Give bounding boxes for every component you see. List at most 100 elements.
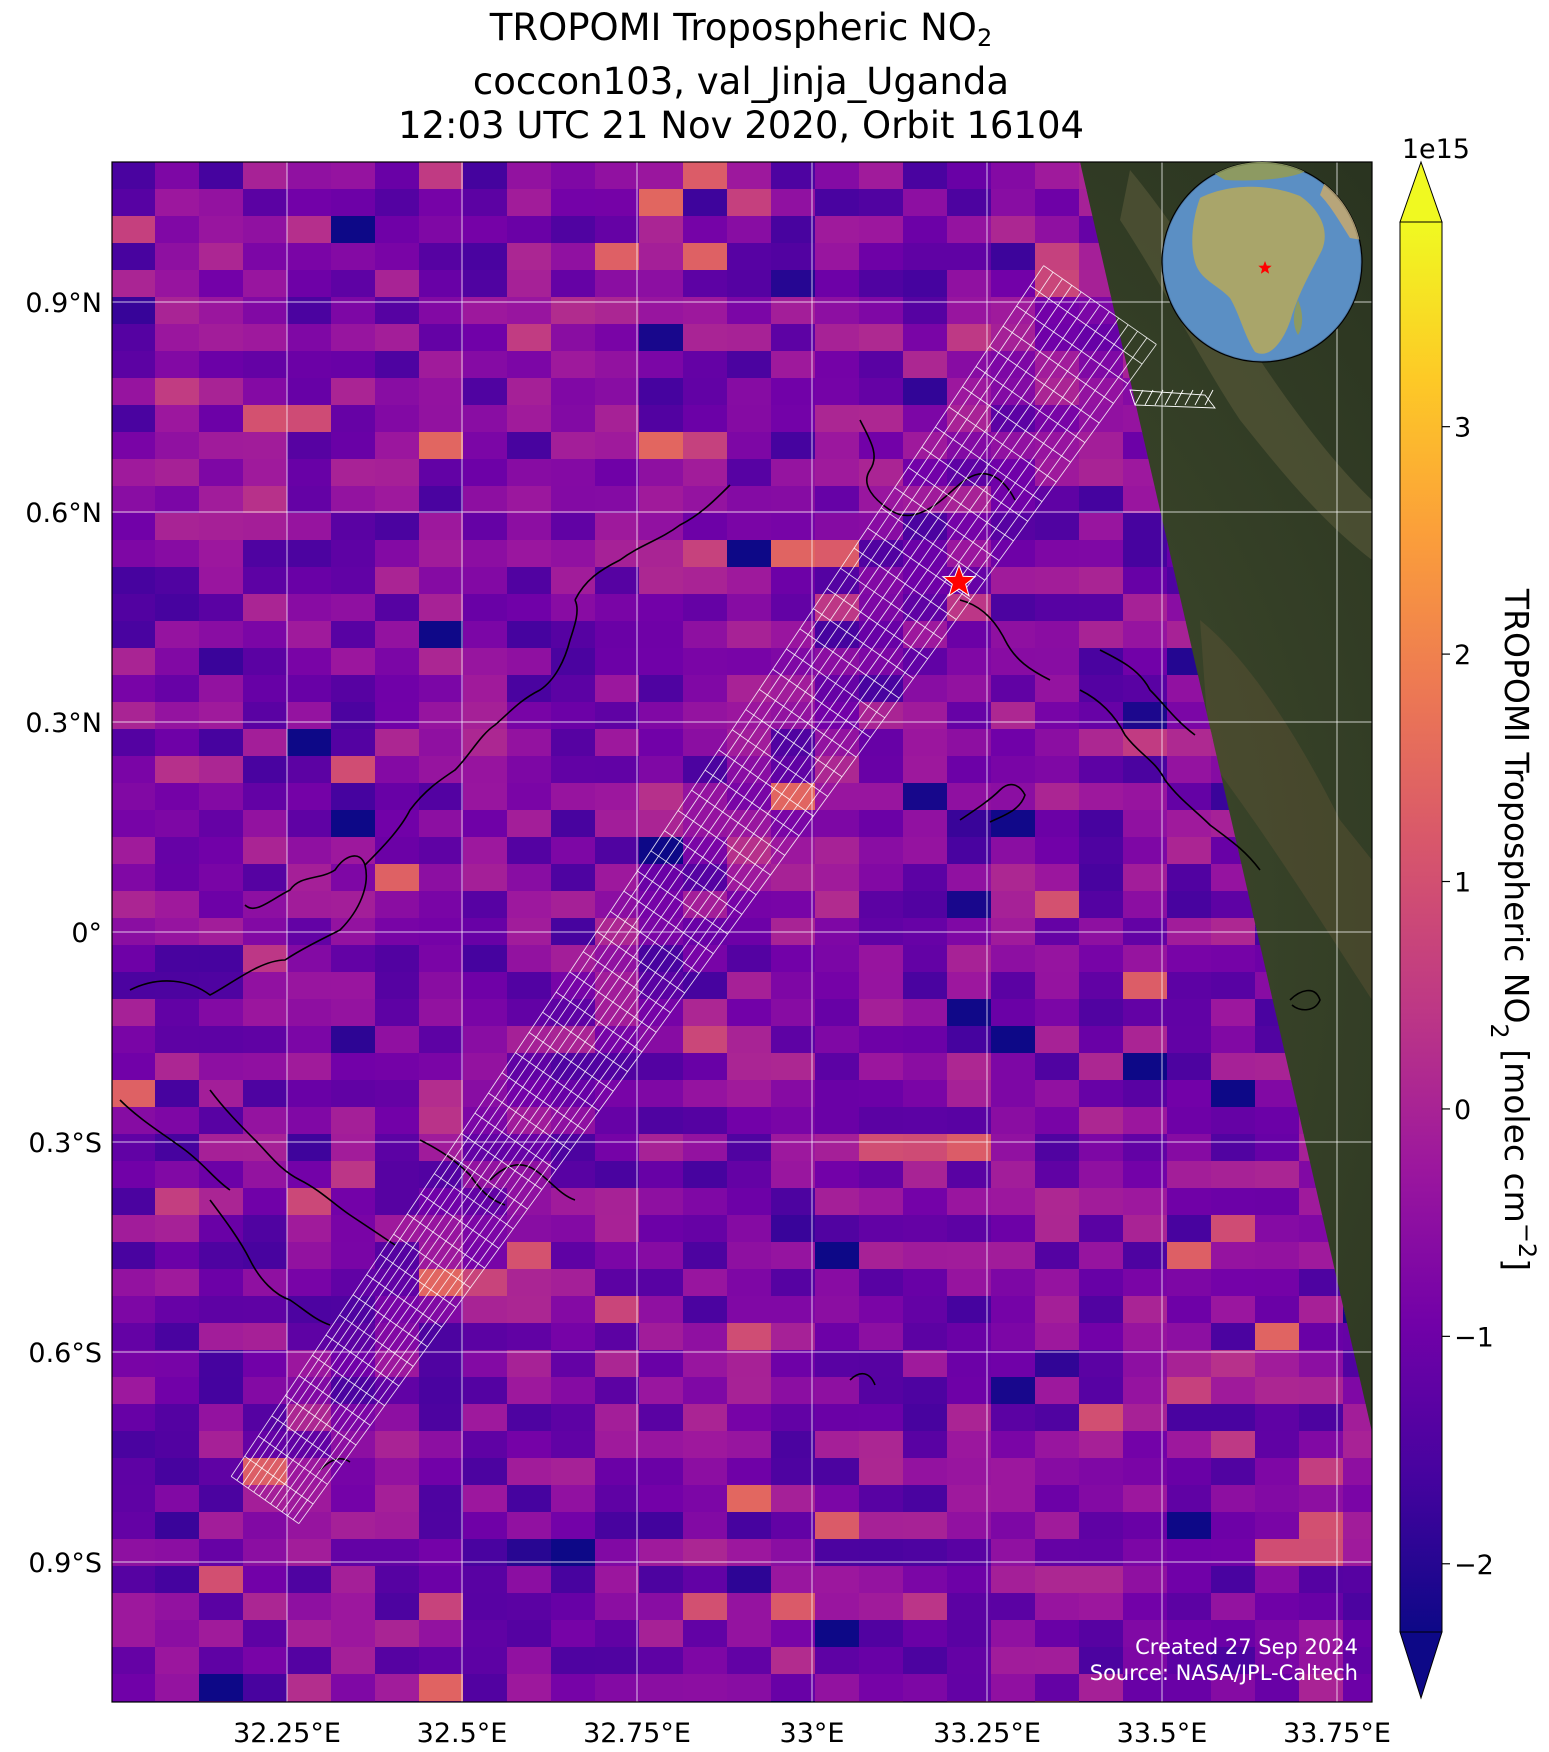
no2-pixel bbox=[771, 1188, 817, 1216]
no2-pixel bbox=[1167, 1350, 1213, 1378]
no2-pixel bbox=[1035, 1404, 1081, 1432]
no2-pixel bbox=[639, 351, 685, 379]
no2-pixel bbox=[1079, 594, 1125, 622]
no2-pixel bbox=[727, 1620, 773, 1648]
no2-pixel bbox=[112, 999, 157, 1027]
no2-pixel bbox=[155, 1350, 201, 1378]
no2-pixel bbox=[507, 1512, 553, 1540]
no2-pixel bbox=[463, 432, 509, 460]
no2-pixel bbox=[1475, 135, 1521, 163]
no2-pixel bbox=[859, 162, 905, 163]
no2-pixel bbox=[287, 1161, 333, 1189]
no2-pixel bbox=[1167, 1026, 1213, 1054]
no2-pixel bbox=[507, 270, 553, 298]
no2-pixel bbox=[463, 756, 509, 784]
no2-pixel bbox=[1079, 675, 1125, 703]
no2-pixel bbox=[375, 1161, 421, 1189]
no2-pixel bbox=[155, 1269, 201, 1297]
no2-pixel bbox=[727, 1593, 773, 1621]
no2-pixel bbox=[683, 1377, 729, 1405]
no2-pixel bbox=[1475, 216, 1521, 244]
no2-pixel bbox=[199, 1188, 245, 1216]
no2-pixel bbox=[463, 486, 509, 514]
no2-pixel bbox=[375, 459, 421, 487]
no2-pixel bbox=[1035, 1269, 1081, 1297]
lat-tick-label: 0.3°S bbox=[28, 1128, 102, 1159]
no2-pixel bbox=[287, 189, 333, 217]
no2-pixel bbox=[1255, 108, 1301, 136]
no2-pixel bbox=[419, 594, 465, 622]
no2-pixel bbox=[419, 216, 465, 244]
credit-created: Created 27 Sep 2024 bbox=[1135, 1635, 1358, 1659]
no2-pixel bbox=[595, 540, 641, 568]
no2-pixel bbox=[419, 270, 465, 298]
no2-pixel bbox=[815, 405, 861, 433]
no2-pixel bbox=[991, 1593, 1037, 1621]
no2-pixel bbox=[331, 1539, 377, 1567]
no2-pixel bbox=[331, 1107, 377, 1135]
no2-pixel bbox=[771, 1566, 817, 1594]
no2-pixel bbox=[947, 1161, 993, 1189]
no2-pixel bbox=[859, 810, 905, 838]
no2-pixel bbox=[331, 1134, 377, 1162]
no2-pixel bbox=[1167, 1242, 1213, 1270]
no2-pixel bbox=[991, 216, 1037, 244]
no2-pixel bbox=[199, 1296, 245, 1324]
no2-pixel bbox=[331, 243, 377, 271]
no2-pixel bbox=[991, 1674, 1037, 1702]
no2-pixel bbox=[1475, 324, 1521, 352]
no2-pixel bbox=[375, 972, 421, 1000]
no2-pixel bbox=[287, 297, 333, 325]
no2-pixel bbox=[287, 108, 333, 136]
no2-pixel bbox=[1079, 1242, 1125, 1270]
no2-pixel bbox=[991, 1539, 1037, 1567]
no2-pixel bbox=[287, 1269, 333, 1297]
no2-pixel bbox=[551, 108, 597, 136]
no2-pixel bbox=[23, 675, 69, 703]
no2-pixel bbox=[1211, 1080, 1257, 1108]
no2-pixel bbox=[1079, 999, 1125, 1027]
no2-pixel bbox=[23, 540, 69, 568]
no2-pixel bbox=[1035, 783, 1081, 811]
no2-pixel bbox=[551, 567, 597, 595]
no2-pixel bbox=[727, 1728, 773, 1752]
no2-pixel bbox=[463, 189, 509, 217]
no2-pixel bbox=[1079, 1215, 1125, 1243]
no2-pixel bbox=[683, 243, 729, 271]
no2-pixel bbox=[683, 1647, 729, 1675]
no2-pixel bbox=[243, 1404, 289, 1432]
no2-pixel bbox=[639, 405, 685, 433]
no2-pixel bbox=[771, 1593, 817, 1621]
no2-pixel bbox=[375, 1350, 421, 1378]
no2-pixel bbox=[903, 243, 949, 271]
no2-pixel bbox=[1079, 621, 1125, 649]
colorbar-extend-min bbox=[1399, 1631, 1443, 1700]
no2-pixel bbox=[1167, 1620, 1213, 1648]
no2-pixel bbox=[199, 1512, 245, 1540]
no2-pixel bbox=[947, 1377, 993, 1405]
no2-pixel bbox=[991, 783, 1037, 811]
no2-pixel bbox=[155, 864, 201, 892]
no2-pixel bbox=[815, 783, 861, 811]
no2-pixel bbox=[155, 1647, 201, 1675]
no2-pixel bbox=[287, 972, 333, 1000]
no2-pixel bbox=[375, 891, 421, 919]
no2-pixel bbox=[1079, 1485, 1125, 1513]
no2-pixel bbox=[1167, 756, 1213, 784]
no2-pixel bbox=[331, 297, 377, 325]
no2-pixel bbox=[639, 270, 685, 298]
no2-pixel bbox=[947, 1269, 993, 1297]
no2-pixel bbox=[199, 729, 245, 757]
no2-pixel bbox=[683, 162, 729, 163]
no2-pixel bbox=[1123, 783, 1169, 811]
no2-pixel bbox=[815, 1620, 861, 1648]
no2-pixel bbox=[1343, 162, 1372, 163]
no2-pixel bbox=[771, 297, 817, 325]
no2-pixel bbox=[859, 1026, 905, 1054]
no2-pixel bbox=[375, 513, 421, 541]
no2-pixel bbox=[507, 999, 553, 1027]
no2-pixel bbox=[639, 675, 685, 703]
no2-pixel bbox=[155, 324, 201, 352]
no2-pixel bbox=[419, 567, 465, 595]
no2-pixel bbox=[331, 1512, 377, 1540]
